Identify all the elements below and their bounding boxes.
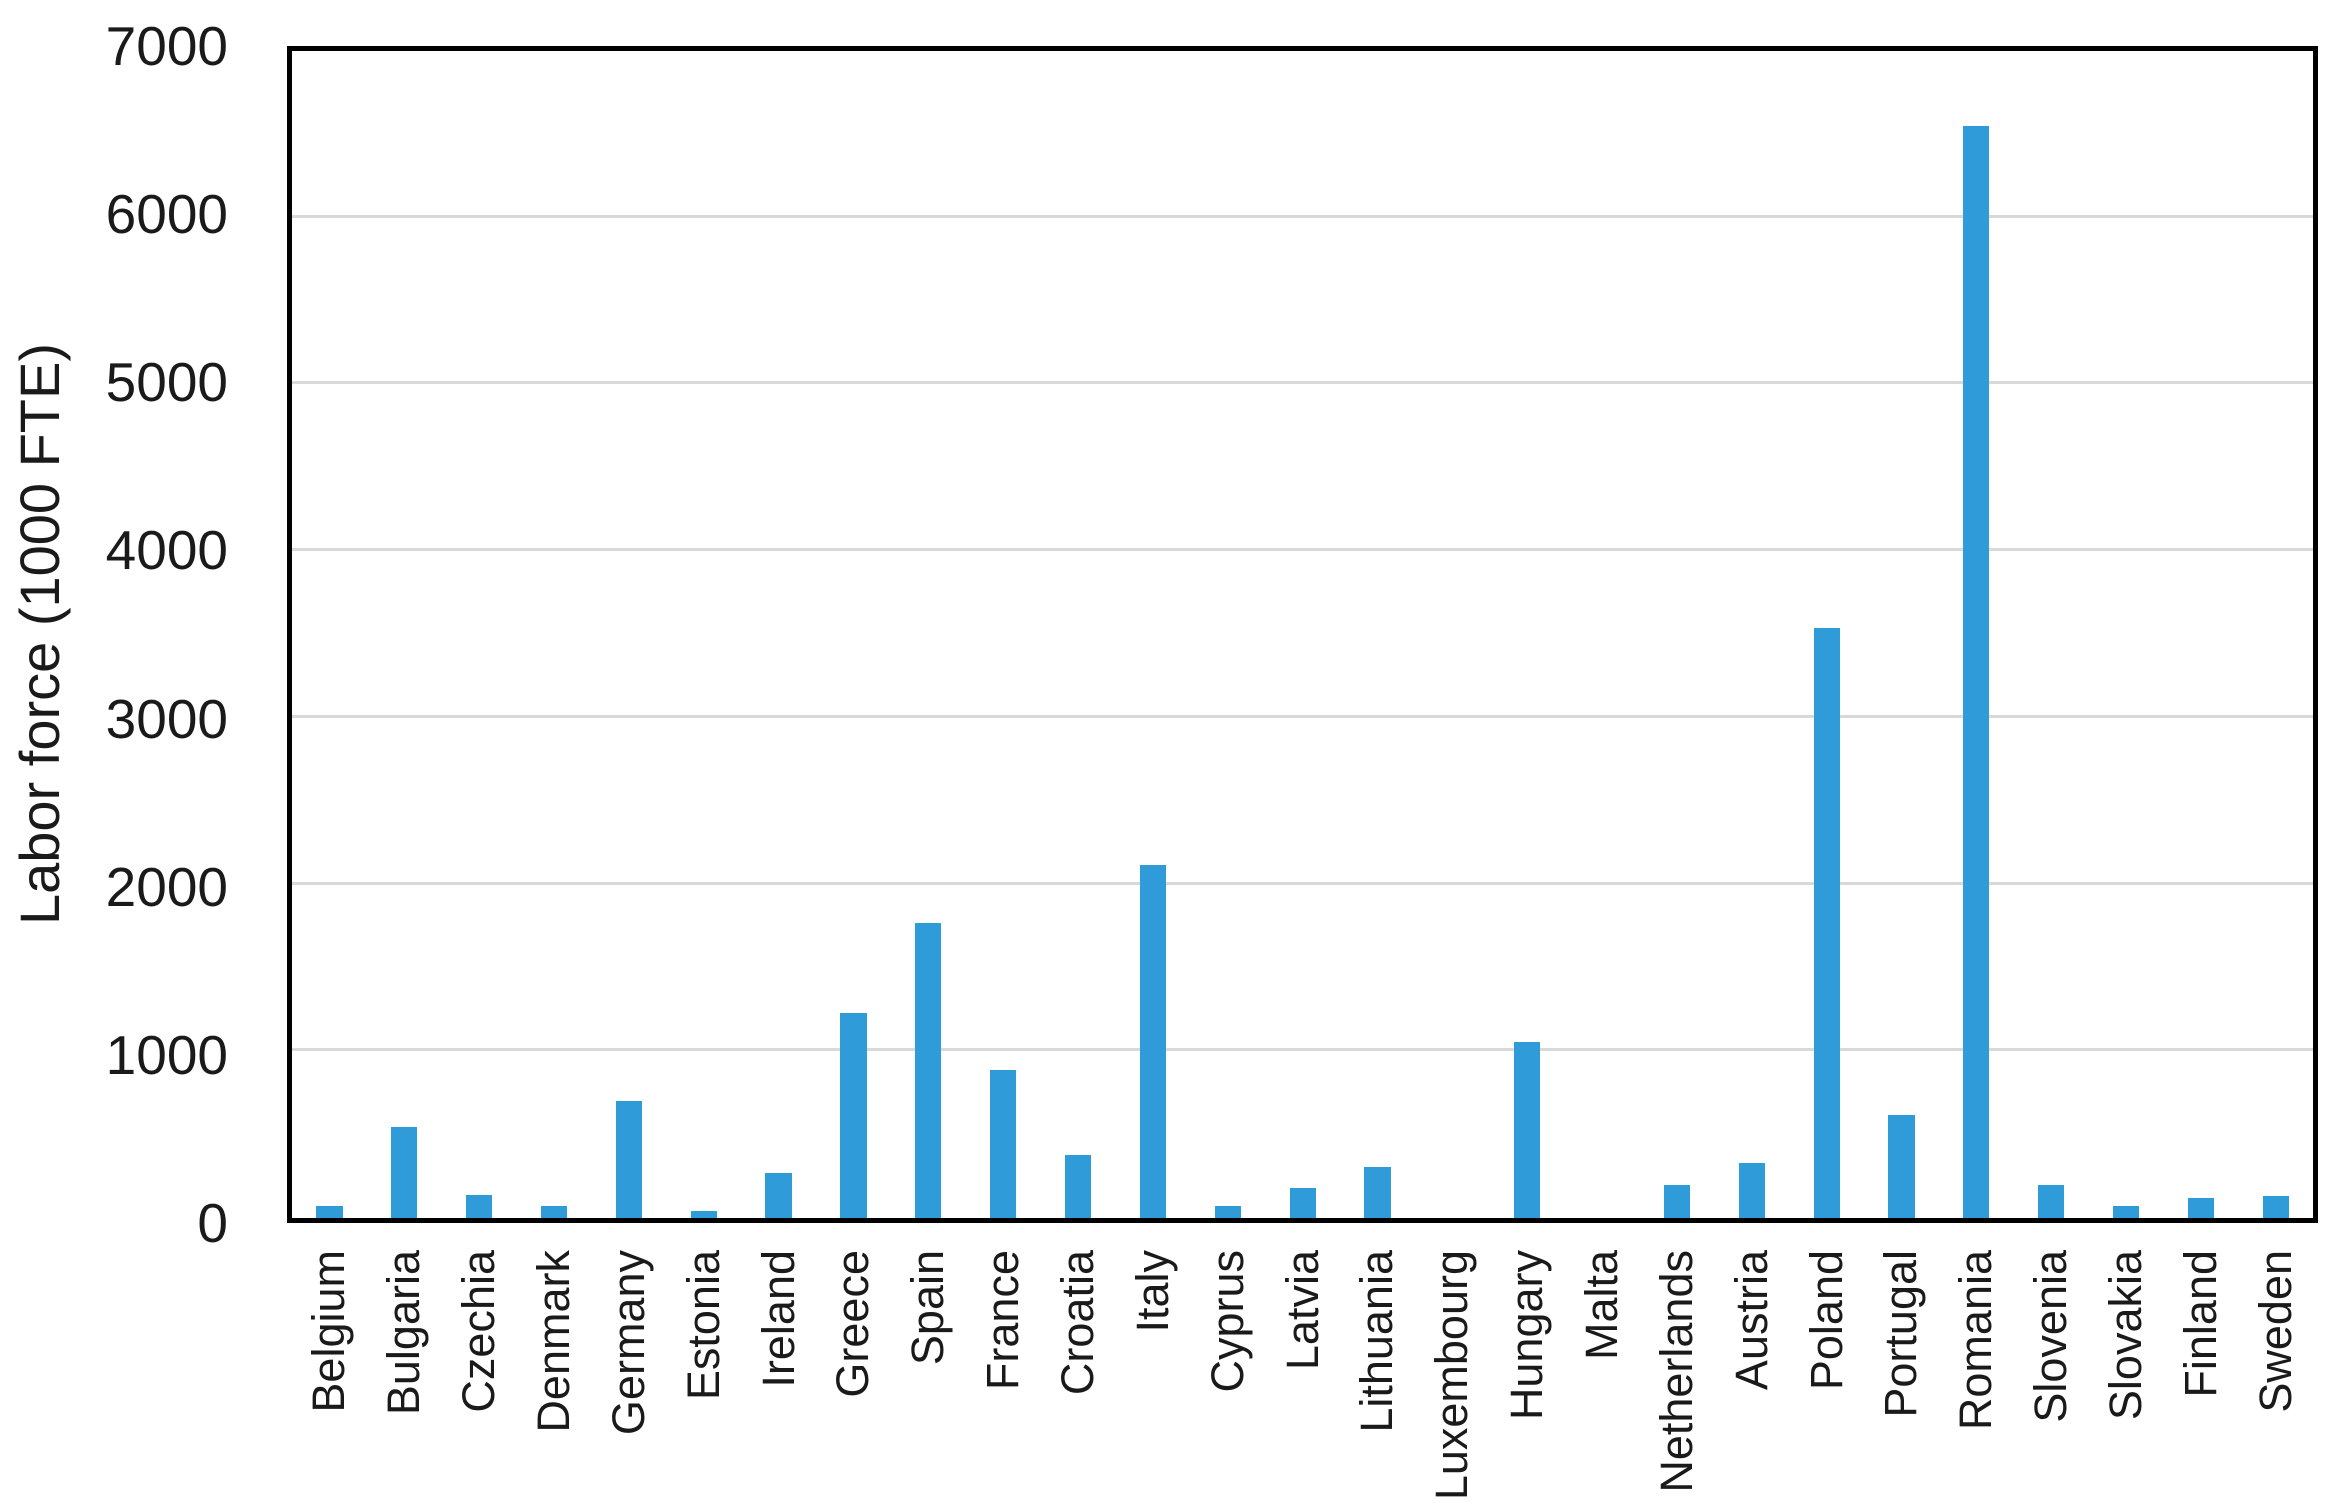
x-tick-label-denmark: Denmark: [528, 1250, 579, 1433]
bar-sweden: [2262, 1195, 2289, 1218]
y-tick-label-0: 0: [197, 1192, 228, 1254]
plot-area: Belgium Bulgaria Czechia Denmark Germany Esto…: [287, 46, 2318, 1500]
y-tick-label-1000: 1000: [105, 1024, 228, 1086]
y-axis-title: Labor force (1000 FTE): [8, 342, 71, 926]
x-tick-label-malta: Malta: [1576, 1250, 1628, 1361]
x-tick-label-hungary: Hungary: [1501, 1250, 1553, 1421]
x-tick-label-austria: Austria: [1725, 1250, 1777, 1391]
bar-portugal: [1888, 1114, 1915, 1218]
category-column-romania: Romania: [1939, 51, 2014, 1430]
category-column-slovakia: Slovakia: [2089, 51, 2164, 1420]
category-column-austria: Austria: [1714, 51, 1789, 1390]
category-column-czechia: Czechia: [442, 51, 517, 1413]
gridline-5000: [292, 381, 2313, 385]
x-tick-label-estonia: Estonia: [677, 1250, 729, 1401]
y-tick-label-6000: 6000: [105, 183, 228, 245]
category-column-denmark: Denmark: [517, 51, 592, 1433]
bar-croatia: [1064, 1155, 1092, 1218]
y-tick-label-4000: 4000: [105, 519, 228, 581]
category-column-ireland: Ireland: [741, 51, 816, 1388]
bar-ireland: [765, 1173, 792, 1218]
category-column-estonia: Estonia: [666, 51, 741, 1400]
x-tick-label-czechia: Czechia: [453, 1250, 505, 1413]
gridline-4000: [292, 548, 2313, 552]
category-column-poland: Poland: [1789, 51, 1864, 1390]
bar-estonia: [690, 1210, 717, 1218]
x-tick-label-lithuania: Lithuania: [1351, 1250, 1403, 1433]
bar-bulgaria: [391, 1127, 418, 1218]
gridline-2000: [292, 881, 2313, 885]
bar-netherlands: [1663, 1184, 1690, 1218]
category-column-malta: Malta: [1565, 51, 1640, 1360]
category-column-slovenia: Slovenia: [2014, 51, 2089, 1423]
category-column-croatia: Croatia: [1041, 51, 1116, 1395]
x-tick-label-france: France: [977, 1250, 1029, 1391]
x-tick-label-belgium: Belgium: [303, 1250, 355, 1413]
bar-denmark: [540, 1206, 568, 1218]
x-tick-label-germany: Germany: [602, 1250, 654, 1436]
category-column-netherlands: Netherlands: [1639, 51, 1714, 1493]
category-column-bulgaria: Bulgaria: [367, 51, 442, 1415]
bar-italy: [1139, 864, 1166, 1218]
bar-lithuania: [1364, 1167, 1391, 1218]
category-column-portugal: Portugal: [1864, 51, 1939, 1418]
x-tick-label-romania: Romania: [1950, 1250, 2002, 1431]
bar-finland: [2187, 1198, 2214, 1218]
x-tick-label-poland: Poland: [1800, 1250, 1852, 1391]
y-tick-label-2000: 2000: [105, 856, 228, 918]
category-column-latvia: Latvia: [1265, 51, 1340, 1370]
bar-series: Belgium Bulgaria Czechia Denmark Germany Esto…: [292, 51, 2313, 1500]
bar-slovenia: [2038, 1184, 2065, 1218]
bar-austria: [1738, 1162, 1765, 1218]
bar-slovakia: [2112, 1206, 2140, 1218]
x-tick-label-greece: Greece: [827, 1250, 879, 1398]
x-tick-label-sweden: Sweden: [2249, 1250, 2301, 1413]
gridline-3000: [292, 714, 2313, 718]
category-column-france: France: [966, 51, 1041, 1390]
category-column-luxembourg: Luxembourg: [1415, 51, 1490, 1500]
bar-poland: [1813, 627, 1840, 1218]
bar-greece: [840, 1012, 867, 1218]
category-column-lithuania: Lithuania: [1340, 51, 1415, 1433]
y-tick-label-7000: 7000: [105, 15, 228, 77]
x-tick-label-portugal: Portugal: [1875, 1250, 1927, 1418]
category-column-sweden: Sweden: [2238, 51, 2313, 1413]
bar-cyprus: [1214, 1206, 1241, 1218]
x-tick-label-slovakia: Slovakia: [2100, 1250, 2152, 1421]
bar-spain: [915, 922, 942, 1218]
gridline-1000: [292, 1048, 2313, 1052]
category-column-belgium: Belgium: [292, 51, 367, 1413]
category-column-spain: Spain: [891, 51, 966, 1365]
x-tick-label-italy: Italy: [1126, 1250, 1178, 1333]
category-column-hungary: Hungary: [1490, 51, 1565, 1420]
y-tick-label-5000: 5000: [105, 351, 228, 413]
x-tick-label-bulgaria: Bulgaria: [378, 1250, 430, 1416]
bar-czechia: [466, 1194, 493, 1218]
bar-latvia: [1289, 1188, 1316, 1218]
gridline-6000: [292, 214, 2313, 218]
x-tick-label-cyprus: Cyprus: [1201, 1250, 1253, 1393]
bar-germany: [615, 1101, 642, 1218]
x-tick-label-latvia: Latvia: [1276, 1250, 1328, 1371]
x-tick-label-croatia: Croatia: [1052, 1250, 1104, 1396]
bar-belgium: [316, 1206, 343, 1218]
category-column-germany: Germany: [591, 51, 666, 1435]
x-tick-label-finland: Finland: [2174, 1250, 2226, 1398]
category-column-finland: Finland: [2163, 51, 2238, 1398]
x-tick-label-luxembourg: Luxembourg: [1426, 1250, 1478, 1501]
x-tick-label-ireland: Ireland: [752, 1250, 804, 1388]
bar-hungary: [1514, 1042, 1541, 1218]
category-column-italy: Italy: [1115, 51, 1190, 1333]
category-column-greece: Greece: [816, 51, 891, 1398]
bar-romania: [1963, 126, 1990, 1218]
bar-france: [990, 1069, 1017, 1218]
y-tick-label-3000: 3000: [105, 688, 228, 750]
category-column-cyprus: Cyprus: [1190, 51, 1265, 1393]
x-tick-label-spain: Spain: [902, 1250, 954, 1366]
x-tick-label-slovenia: Slovenia: [2025, 1250, 2077, 1423]
x-tick-label-netherlands: Netherlands: [1650, 1250, 1702, 1493]
